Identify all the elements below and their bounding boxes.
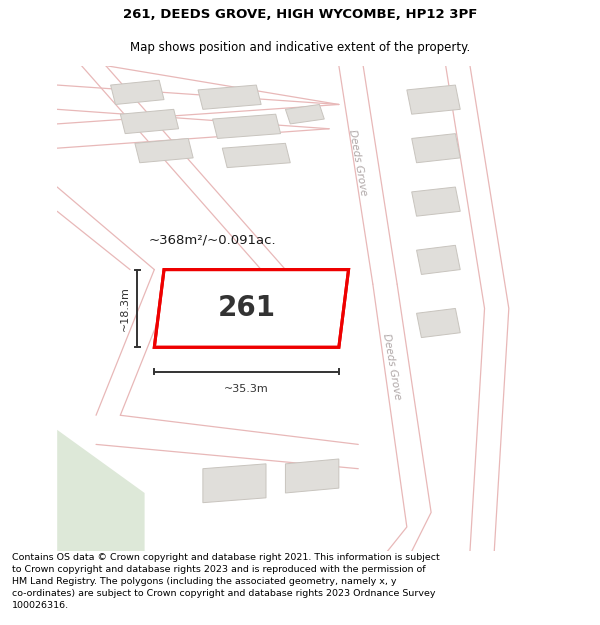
Polygon shape: [412, 187, 460, 216]
Text: 261, DEEDS GROVE, HIGH WYCOMBE, HP12 3PF: 261, DEEDS GROVE, HIGH WYCOMBE, HP12 3PF: [123, 8, 477, 21]
Polygon shape: [412, 134, 460, 162]
Polygon shape: [203, 464, 266, 503]
Polygon shape: [121, 109, 179, 134]
Text: Deeds Grove: Deeds Grove: [382, 332, 403, 401]
Polygon shape: [286, 104, 324, 124]
Text: Deeds Grove: Deeds Grove: [347, 129, 369, 197]
Polygon shape: [135, 139, 193, 162]
Polygon shape: [407, 85, 460, 114]
Polygon shape: [110, 80, 164, 104]
Text: 261: 261: [218, 294, 275, 322]
Polygon shape: [57, 430, 145, 551]
Text: ~368m²/~0.091ac.: ~368m²/~0.091ac.: [149, 234, 277, 247]
Text: Map shows position and indicative extent of the property.: Map shows position and indicative extent…: [130, 41, 470, 54]
Text: ~35.3m: ~35.3m: [224, 384, 269, 394]
Text: Contains OS data © Crown copyright and database right 2021. This information is : Contains OS data © Crown copyright and d…: [12, 553, 440, 609]
Polygon shape: [193, 279, 319, 338]
Text: ~18.3m: ~18.3m: [120, 286, 130, 331]
Polygon shape: [286, 459, 339, 493]
Polygon shape: [198, 85, 261, 109]
Polygon shape: [154, 269, 349, 348]
Polygon shape: [416, 308, 460, 338]
Polygon shape: [416, 245, 460, 274]
Polygon shape: [212, 114, 281, 139]
Polygon shape: [222, 143, 290, 168]
